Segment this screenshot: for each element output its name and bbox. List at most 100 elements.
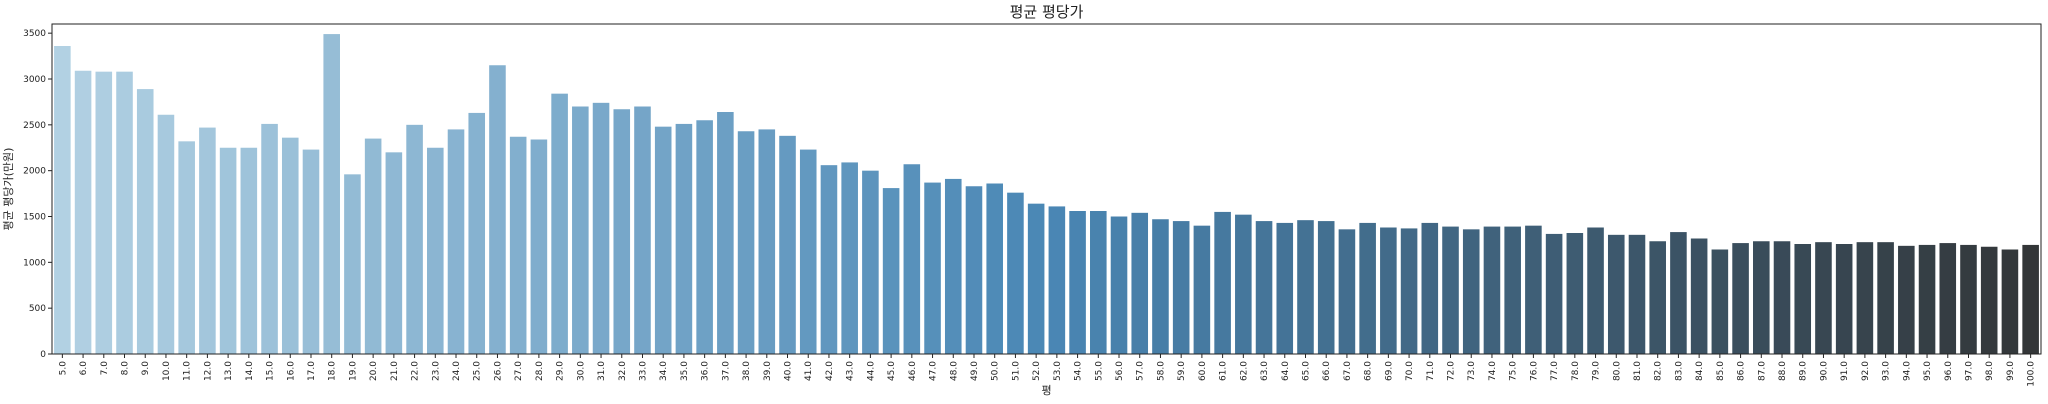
y-tick-label: 0	[40, 350, 46, 360]
x-tick-label: 12.0	[203, 361, 213, 381]
x-tick-label: 67.0	[1343, 361, 1353, 381]
bar-9.0	[136, 89, 154, 354]
bar-19.0	[344, 174, 361, 354]
x-tick-label: 28.0	[535, 361, 545, 381]
bar-41.0	[799, 149, 817, 354]
bar-23.0	[427, 147, 444, 354]
y-tick-label: 2500	[23, 121, 46, 131]
bar-38.0	[737, 131, 755, 354]
bar-43.0	[841, 162, 858, 354]
x-tick-label: 6.0	[79, 361, 89, 376]
bar-57.0	[1131, 212, 1149, 354]
y-tick-label: 2000	[23, 167, 46, 177]
x-axis-title: 평	[1041, 384, 1051, 397]
bar-24.0	[447, 129, 465, 354]
x-tick-label: 64.0	[1281, 361, 1291, 381]
bar-78.0	[1566, 233, 1584, 354]
x-tick-label: 5.0	[58, 361, 68, 376]
x-axis: 5.0 6.0 7.0 8.0 9.0 10.0 11.0 12.0 13.0 14.0 15.0 1…	[58, 354, 2037, 387]
bar-52.0	[1027, 203, 1045, 354]
bar-31.0	[592, 102, 610, 354]
x-tick-label: 50.0	[991, 361, 1001, 381]
x-tick-label: 66.0	[1322, 361, 1332, 381]
x-tick-label: 20.0	[369, 361, 379, 381]
bar-98.0	[1980, 246, 1998, 354]
x-tick-label: 70.0	[1405, 361, 1415, 381]
bar-91.0	[1835, 244, 1853, 354]
bar-5.0	[54, 46, 71, 354]
bar-68.0	[1359, 222, 1376, 354]
bar-6.0	[74, 70, 92, 354]
x-tick-label: 43.0	[846, 361, 856, 381]
bar-82.0	[1649, 241, 1666, 354]
bar-60.0	[1193, 225, 1211, 354]
x-tick-label: 11.0	[183, 361, 193, 381]
x-tick-label: 36.0	[701, 361, 711, 381]
x-tick-label: 61.0	[1219, 361, 1229, 381]
bar-100.0	[2022, 244, 2039, 354]
x-tick-label: 93.0	[1882, 361, 1892, 381]
x-tick-label: 58.0	[1156, 361, 1166, 381]
x-tick-label: 79.0	[1592, 361, 1602, 381]
x-tick-label: 78.0	[1571, 361, 1581, 381]
bar-96.0	[1939, 243, 1957, 354]
x-tick-label: 31.0	[597, 361, 607, 381]
y-tick-label: 500	[29, 304, 46, 314]
bar-37.0	[717, 112, 734, 354]
bar-13.0	[219, 147, 237, 354]
bar-58.0	[1152, 219, 1169, 354]
bar-69.0	[1380, 227, 1397, 354]
bar-61.0	[1214, 211, 1231, 354]
x-tick-label: 71.0	[1426, 361, 1436, 381]
x-tick-label: 17.0	[307, 361, 317, 381]
x-tick-label: 72.0	[1447, 361, 1457, 381]
x-tick-label: 32.0	[618, 361, 628, 381]
x-tick-label: 33.0	[638, 361, 648, 381]
bar-39.0	[758, 129, 776, 354]
x-tick-label: 95.0	[1923, 361, 1933, 381]
x-tick-label: 69.0	[1384, 361, 1394, 381]
bar-32.0	[613, 109, 631, 354]
bar-63.0	[1255, 221, 1273, 354]
bar-35.0	[675, 123, 693, 355]
bar-99.0	[2001, 249, 2019, 354]
bar-36.0	[696, 120, 713, 354]
bar-87.0	[1753, 241, 1770, 354]
bar-73.0	[1462, 229, 1480, 354]
x-tick-label: 60.0	[1198, 361, 1208, 381]
x-tick-label: 94.0	[1902, 361, 1912, 381]
x-tick-label: 26.0	[493, 361, 503, 381]
x-tick-label: 80.0	[1612, 361, 1622, 381]
bar-47.0	[924, 182, 941, 354]
bar-42.0	[820, 165, 838, 354]
x-tick-label: 8.0	[121, 361, 131, 376]
x-tick-label: 75.0	[1509, 361, 1519, 381]
x-tick-label: 48.0	[949, 361, 959, 381]
x-tick-label: 52.0	[1032, 361, 1042, 381]
bar-79.0	[1587, 227, 1604, 354]
x-tick-label: 88.0	[1778, 361, 1788, 381]
x-tick-label: 15.0	[266, 361, 276, 381]
x-tick-label: 98.0	[1985, 361, 1995, 381]
bar-65.0	[1297, 220, 1314, 354]
x-tick-label: 68.0	[1364, 361, 1374, 381]
bar-74.0	[1483, 226, 1501, 354]
bar-86.0	[1732, 243, 1749, 354]
x-tick-label: 19.0	[348, 361, 358, 381]
x-tick-label: 99.0	[2006, 361, 2016, 381]
x-tick-label: 42.0	[825, 361, 835, 381]
bar-85.0	[1711, 249, 1729, 354]
x-tick-label: 86.0	[1737, 361, 1747, 381]
bar-71.0	[1421, 222, 1439, 354]
bar-46.0	[903, 164, 921, 354]
bar-17.0	[302, 149, 320, 354]
bar-10.0	[157, 114, 175, 354]
bar-16.0	[281, 137, 299, 354]
bar-12.0	[199, 127, 216, 354]
x-tick-label: 89.0	[1799, 361, 1809, 381]
x-tick-label: 62.0	[1239, 361, 1249, 381]
x-tick-label: 22.0	[411, 361, 421, 381]
bar-72.0	[1442, 226, 1459, 354]
bar-34.0	[654, 126, 672, 355]
